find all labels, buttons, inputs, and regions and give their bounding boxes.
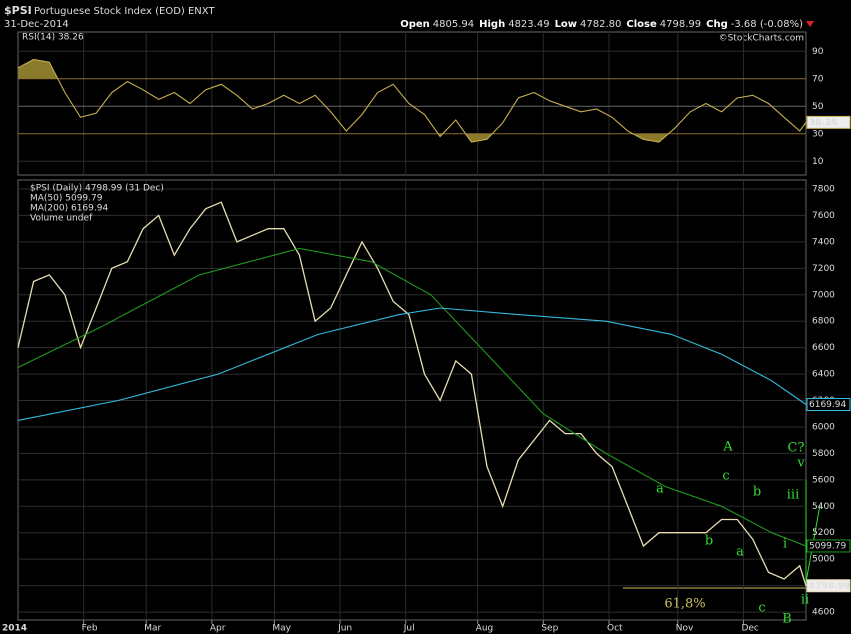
y-tick-label: 6000 [812, 422, 835, 432]
series-line [17, 201, 807, 586]
panel-title: RSI(14) 38.26 [22, 33, 84, 43]
tag-text: 38.26 [809, 118, 837, 128]
legend-entry: $PSI (Daily) 4798.99 (31 Dec) [30, 184, 164, 194]
wave-line [805, 480, 821, 583]
rsi-extreme-fill [18, 133, 806, 142]
down-arrow [806, 21, 814, 27]
tag-box [806, 115, 851, 129]
y-tick-label: 7000 [812, 290, 835, 300]
quote-value: 4798.99 [660, 19, 701, 30]
x-tick-label: Feb [82, 624, 98, 634]
symbol: $PSI [4, 4, 32, 17]
y-tick-label: 50 [812, 102, 824, 112]
x-tick-label: Aug [476, 624, 494, 634]
y-tick-label: 5400 [812, 502, 835, 512]
year-label: 2014 [2, 624, 27, 634]
x-tick-label: Oct [607, 624, 623, 634]
tag-box [806, 579, 851, 593]
annotation: iii [787, 488, 799, 503]
series-line [17, 307, 807, 421]
series-line [17, 247, 807, 547]
value-tag: 5099.79 [806, 539, 851, 553]
x-tick-label: Mar [144, 624, 161, 634]
y-tick-label: 6600 [812, 343, 835, 353]
quote-label: High [479, 19, 505, 30]
legend-entry: Volume undef [30, 214, 93, 224]
y-tick-label: 7800 [812, 184, 835, 194]
y-tick-label: 30 [812, 129, 824, 139]
x-tick-label: Apr [210, 624, 226, 634]
x-tick-label: Dec [741, 624, 758, 634]
y-tick-label: 5600 [812, 475, 835, 485]
x-tick-label: Jul [403, 624, 415, 634]
value-tag: 6169.94 [806, 397, 851, 411]
tag-box [806, 539, 851, 553]
series-line [17, 58, 807, 143]
legend-entry: MA(200) 6169.94 [30, 204, 108, 214]
annotation: i [783, 537, 787, 552]
quote-label: Open [400, 19, 430, 30]
y-tick-label: 6400 [812, 370, 835, 380]
x-tick-label: Jun [337, 624, 352, 634]
index-name: Portuguese Stock Index (EOD) ENXT [34, 6, 215, 17]
tag-text: 5099.79 [809, 541, 846, 551]
annotation: B [782, 612, 792, 627]
annotation: b [705, 534, 713, 549]
x-tick-label: May [272, 624, 291, 634]
annotation: a [736, 545, 744, 560]
y-tick-label: 5000 [812, 555, 835, 565]
y-tick-label: 5800 [812, 449, 835, 459]
annotation: C? [788, 441, 805, 456]
x-tick-label: Sep [541, 624, 558, 634]
tag-text: 6169.94 [809, 400, 846, 410]
quote-label: Chg [706, 19, 728, 30]
value-tag: 38.26 [806, 115, 851, 129]
credit: ©StockCharts.com [719, 34, 804, 44]
y-tick-label: 7600 [812, 211, 835, 221]
quote-label: Low [555, 19, 577, 30]
y-tick-label: 7200 [812, 264, 835, 274]
quote-value: -3.68 (-0.08%) [731, 19, 803, 30]
y-tick-label: 7400 [812, 237, 835, 247]
y-tick-label: 6800 [812, 317, 835, 327]
annotation: c [722, 469, 729, 484]
annotation: c [758, 601, 765, 616]
y-tick-label: 90 [812, 47, 824, 57]
rsi-frame [17, 31, 807, 176]
quote-value: 4782.80 [580, 19, 621, 30]
annotation: v [796, 456, 805, 471]
date: 31-Dec-2014 [4, 19, 69, 30]
annotation: b [753, 485, 761, 500]
quote: Open 4805.94 High 4823.49 Low 4782.80 Close 479… [400, 19, 803, 30]
tag-box [806, 397, 851, 411]
annotation: ii [801, 593, 809, 608]
value-tag: 4798.99 [806, 579, 851, 593]
x-tick-label: Nov [676, 624, 694, 634]
quote-value: 4805.94 [433, 19, 474, 30]
y-tick-label: 5200 [812, 528, 835, 538]
legend-entry: MA(50) 5099.79 [30, 194, 103, 204]
y-tick-label: 4600 [812, 608, 835, 618]
quote-label: Close [626, 19, 657, 30]
y-tick-label: 10 [812, 157, 824, 167]
tag-text: 4798.99 [809, 581, 850, 591]
y-tick-label: 70 [812, 74, 824, 84]
annotation: A [722, 440, 733, 455]
quote-value: 4823.49 [508, 19, 549, 30]
annotation: a [656, 482, 664, 497]
price-frame [17, 179, 807, 621]
annotation: 61,8% [664, 597, 705, 612]
